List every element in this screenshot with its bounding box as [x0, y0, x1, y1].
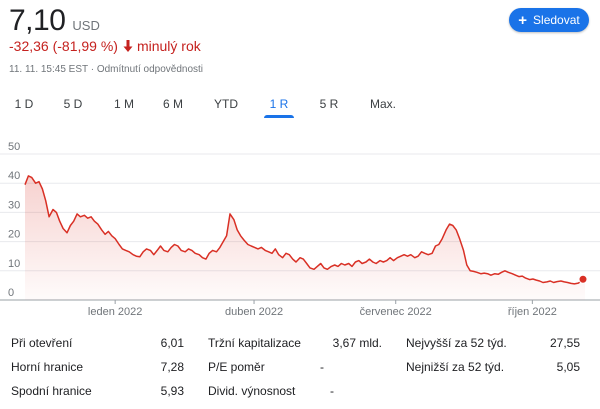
x-tick-label: červenec 2022: [360, 306, 432, 318]
stat-label: Spodní hranice: [11, 384, 92, 398]
plus-icon: +: [518, 11, 528, 29]
stat-label: Divid. výnosnost: [208, 384, 296, 398]
stat-value: 27,55: [549, 336, 580, 350]
price-chart[interactable]: 0 10 20 30 40 50 leden 2022 duben 2022 červenec…: [0, 140, 600, 325]
stat-value: 3,67 mld.: [332, 336, 382, 350]
y-tick-label: 30: [8, 199, 20, 211]
x-tick-label: říjen 2022: [508, 306, 557, 318]
quote-timestamp[interactable]: 11. 11. 15:45 EST · Odmítnutí odpovědnos…: [9, 64, 204, 75]
y-tick-label: 0: [8, 287, 14, 299]
tab-6m[interactable]: 6 M: [162, 96, 184, 116]
stat-label: Tržní kapitalizace: [208, 336, 301, 350]
x-tick-label: duben 2022: [225, 306, 283, 318]
tab-ytd[interactable]: YTD: [213, 96, 239, 116]
tab-label: 6 M: [162, 97, 183, 111]
y-tick-label: 20: [8, 229, 20, 241]
stat-label: Horní hranice: [11, 360, 84, 374]
stat-value: 5,05: [556, 360, 580, 374]
arrow-down-icon: [123, 40, 133, 52]
price-change-row: -32,36 (-81,99 %) minulý rok: [9, 38, 201, 54]
tab-label: 5 R: [319, 97, 339, 111]
y-tick-label: 40: [8, 170, 20, 182]
stats-row: Při otevření 6,01 Tržní kapitalizace 3,6…: [0, 336, 600, 356]
last-price-marker: [578, 274, 588, 284]
active-tab-indicator: [264, 115, 294, 118]
price-line: [24, 175, 586, 285]
tab-label: 1 D: [14, 97, 34, 111]
stat-value: 6,01: [160, 336, 184, 350]
tab-1m[interactable]: 1 M: [113, 96, 135, 116]
tab-1r[interactable]: 1 R: [264, 96, 294, 118]
stock-price: 7,10: [9, 4, 66, 37]
tab-5d[interactable]: 5 D: [62, 96, 84, 116]
price-change: -32,36 (-81,99 %): [9, 38, 118, 54]
tab-label: 1 M: [113, 97, 134, 111]
stat-value: -: [330, 384, 334, 398]
tab-label: Max.: [369, 97, 396, 111]
change-period: minulý rok: [136, 38, 201, 54]
stat-value: -: [320, 360, 324, 374]
tab-label: YTD: [214, 97, 238, 111]
stats-row: Horní hranice 7,28 P/E poměr - Nejnižší …: [0, 360, 600, 380]
tab-1d[interactable]: 1 D: [13, 96, 35, 116]
y-tick-label: 50: [8, 141, 20, 153]
tab-5r[interactable]: 5 R: [318, 96, 340, 116]
stat-value: 5,93: [160, 384, 184, 398]
range-tabs: 1 D 5 D 1 M 6 M YTD 1 R 5 R Max.: [0, 96, 600, 118]
stat-label: Nejnižší za 52 týd.: [406, 360, 505, 374]
x-tick-label: leden 2022: [88, 306, 142, 318]
stats-row: Spodní hranice 5,93 Divid. výnosnost -: [0, 384, 600, 404]
stat-label: Při otevření: [11, 336, 73, 350]
tab-label: 5 D: [63, 97, 83, 111]
price-row: 7,10 USD: [9, 4, 100, 38]
follow-label: Sledovat: [533, 13, 580, 27]
stat-value: 7,28: [160, 360, 184, 374]
tab-max[interactable]: Max.: [368, 96, 398, 116]
currency-code: USD: [72, 18, 100, 33]
y-tick-label: 10: [8, 258, 20, 270]
stat-label: P/E poměr: [208, 360, 265, 374]
tab-label: 1 R: [269, 97, 289, 111]
follow-button[interactable]: + Sledovat: [509, 8, 589, 32]
price-area-fill: [25, 175, 585, 300]
stat-label: Nejvyšší za 52 týd.: [406, 336, 507, 350]
